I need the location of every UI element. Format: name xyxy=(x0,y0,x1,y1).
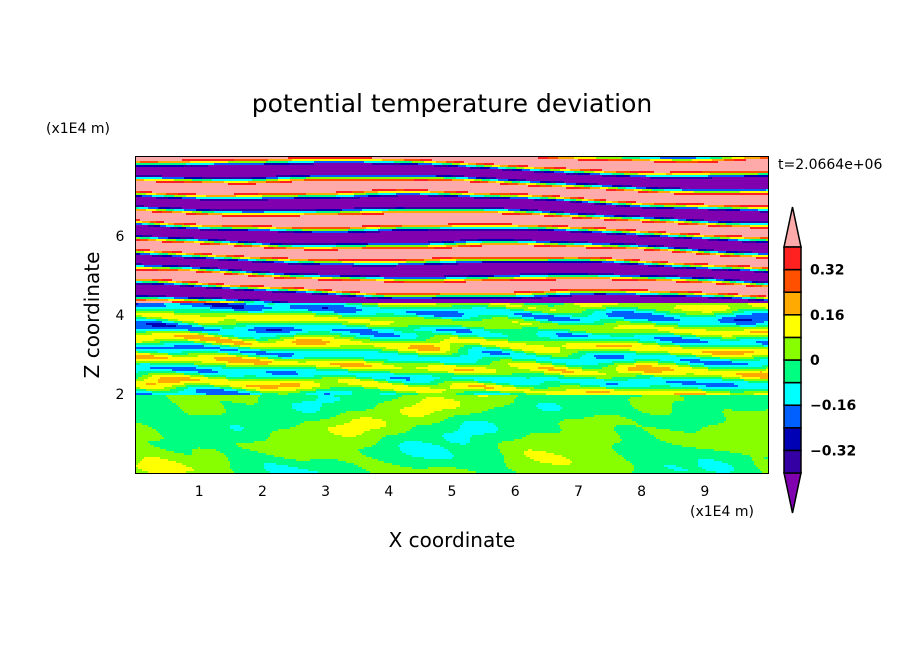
y-tick-label: 2 xyxy=(116,387,125,403)
x-tick-label: 4 xyxy=(384,484,393,500)
colorbar-box xyxy=(783,246,802,271)
colorbar-tick-label: 0 xyxy=(810,353,820,369)
x-unit-label: (x1E4 m) xyxy=(690,504,754,520)
x-tick-label: 6 xyxy=(511,484,520,500)
colorbar-box xyxy=(783,314,802,339)
x-axis-label: X coordinate xyxy=(389,528,516,552)
x-tick-label: 7 xyxy=(574,484,583,500)
x-tick-label: 9 xyxy=(700,484,709,500)
y-tick-label: 6 xyxy=(116,229,125,245)
colorbar-under-triangle xyxy=(783,472,802,514)
colorbar-box xyxy=(783,336,802,361)
colorbar-box xyxy=(783,359,802,384)
x-tick-label: 5 xyxy=(448,484,457,500)
x-tick-label: 3 xyxy=(321,484,330,500)
colorbar-tick-label: 0.32 xyxy=(810,263,845,279)
colorbar-over-triangle xyxy=(783,206,802,248)
x-tick-label: 2 xyxy=(258,484,267,500)
colorbar-box xyxy=(783,381,802,406)
x-tick-label: 1 xyxy=(195,484,204,500)
colorbar-tick-label: −0.16 xyxy=(810,398,856,414)
y-axis-label: Z coordinate xyxy=(80,252,104,379)
y-unit-label: (x1E4 m) xyxy=(46,121,110,137)
chart-title: potential temperature deviation xyxy=(252,89,652,118)
y-tick-label: 4 xyxy=(116,308,125,324)
colorbar-box xyxy=(783,291,802,316)
colorbar-box xyxy=(783,449,802,474)
time-label: t=2.0664e+06 xyxy=(778,157,882,173)
colorbar-box xyxy=(783,268,802,293)
x-tick-label: 8 xyxy=(637,484,646,500)
colorbar-box xyxy=(783,404,802,429)
colorbar-tick-label: 0.16 xyxy=(810,308,845,324)
colorbar-box xyxy=(783,427,802,452)
colorbar-tick-label: −0.32 xyxy=(810,443,856,459)
contour-field xyxy=(136,157,768,473)
